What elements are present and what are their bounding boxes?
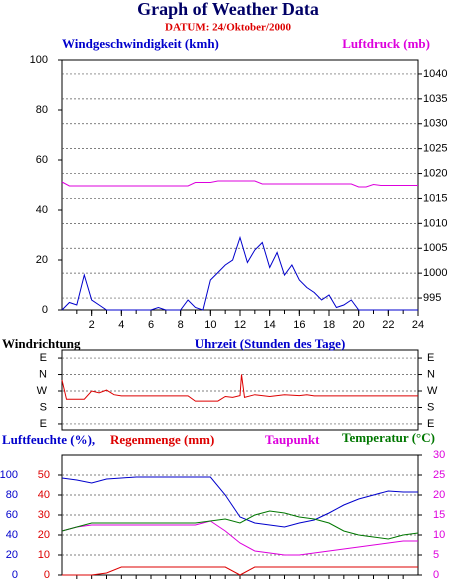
y-tick-label: 1025: [423, 143, 447, 155]
y-tick-label: 50: [38, 469, 50, 481]
x-tick-label: 12: [234, 319, 246, 331]
y-tick-label: 40: [6, 529, 18, 541]
y-tick-label: 5: [433, 549, 439, 561]
x-tick-label: 2: [89, 319, 95, 331]
x-tick-label: 20: [353, 319, 365, 331]
x-tick-label: 16: [293, 319, 305, 331]
y-tick-label: 100: [30, 54, 48, 66]
legend-label: Temperatur (°C): [342, 430, 435, 445]
x-tick-label: 6: [148, 319, 154, 331]
legend-label: Luftdruck (mb): [342, 36, 430, 51]
y-tick-label: 20: [433, 489, 445, 501]
y-tick-label: 80: [36, 104, 48, 116]
y-tick-label: 25: [433, 469, 445, 481]
legend-label: Taupunkt: [265, 432, 320, 447]
y-tick-label: 1035: [423, 93, 447, 105]
y-tick-label: 1030: [423, 118, 447, 130]
chart-subtitle: DATUM: 24/Oktober/2000: [165, 22, 291, 34]
y-tick-label: W: [37, 385, 48, 397]
y-tick-label: 1005: [423, 242, 447, 254]
y-tick-label: 60: [6, 509, 18, 521]
legend-label: Windgeschwindigkeit (kmh): [62, 36, 219, 51]
x-tick-label: 4: [118, 319, 124, 331]
y-tick-label: 1010: [423, 217, 447, 229]
y-tick-label: 1020: [423, 167, 447, 179]
x-tick-label: 22: [382, 319, 394, 331]
y-tick-label: N: [427, 368, 435, 380]
series-line: [61, 235, 418, 311]
series-line: [61, 374, 418, 402]
series-line: [61, 510, 419, 540]
x-axis-label: Uhrzeit (Stunden des Tage): [195, 336, 346, 351]
y-tick-label: 1000: [423, 267, 447, 279]
y-tick-label: 995: [423, 292, 441, 304]
y-tick-label: 1015: [423, 192, 447, 204]
legend-label: Regenmenge (mm): [110, 432, 214, 447]
series-line: [62, 566, 418, 576]
plot-frame: [61, 59, 419, 311]
x-tick-label: 8: [178, 319, 184, 331]
y-tick-label: 60: [36, 154, 48, 166]
series-line: [61, 520, 418, 556]
x-tick-label: 10: [204, 319, 216, 331]
y-tick-label: 80: [6, 489, 18, 501]
y-tick-label: 10: [38, 549, 50, 561]
y-tick-label: E: [40, 352, 47, 364]
y-tick-label: 30: [433, 449, 445, 461]
series-line: [61, 476, 418, 528]
y-tick-label: 30: [38, 509, 50, 521]
y-tick-label: 40: [38, 489, 50, 501]
y-tick-label: 100: [0, 469, 18, 481]
y-tick-label: N: [39, 368, 47, 380]
y-tick-label: 40: [36, 204, 48, 216]
y-tick-label: 0: [433, 569, 439, 581]
y-tick-label: 10: [433, 529, 445, 541]
y-tick-label: 0: [44, 569, 50, 581]
y-tick-label: E: [40, 418, 47, 430]
y-tick-label: S: [40, 401, 47, 413]
chart-title: Graph of Weather Data: [137, 0, 319, 19]
x-tick-label: 14: [264, 319, 276, 331]
y-tick-label: 20: [6, 549, 18, 561]
y-tick-label: W: [427, 385, 438, 397]
axis-title: Windrichtung: [2, 336, 81, 351]
x-tick-label: 18: [323, 319, 335, 331]
y-tick-label: 0: [42, 304, 48, 316]
x-tick-label: 24: [412, 319, 424, 331]
y-tick-label: 20: [38, 529, 50, 541]
y-tick-label: S: [427, 401, 434, 413]
legend-label: Luftfeuchte (%),: [2, 432, 95, 447]
y-tick-label: E: [427, 418, 434, 430]
y-tick-label: E: [427, 352, 434, 364]
y-tick-label: 0: [12, 569, 18, 581]
plot-frame: [61, 349, 419, 431]
y-tick-label: 20: [36, 254, 48, 266]
series-line: [61, 180, 418, 188]
y-tick-label: 1040: [423, 68, 447, 80]
y-tick-label: 15: [433, 509, 445, 521]
